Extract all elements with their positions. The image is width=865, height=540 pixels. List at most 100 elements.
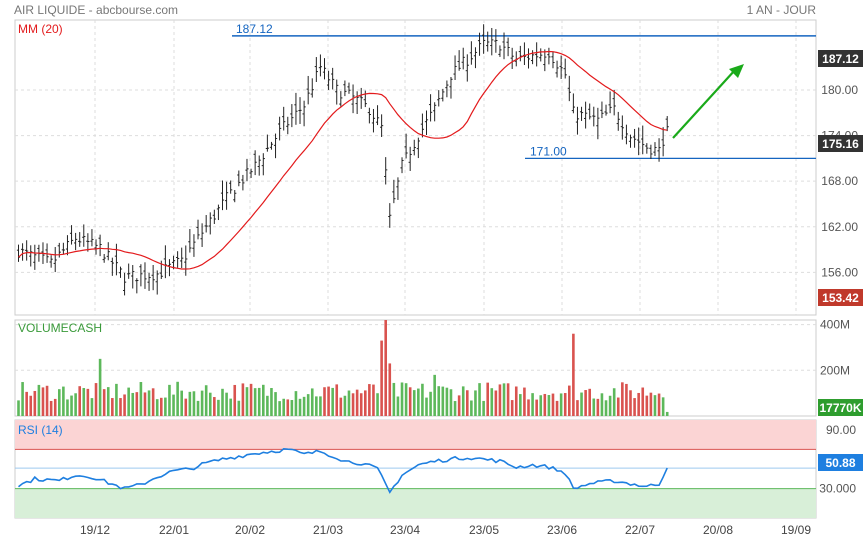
volume-bar	[225, 392, 228, 416]
ohlc-bar	[69, 225, 74, 245]
ohlc-bar	[86, 233, 90, 252]
svg-text:175.16: 175.16	[822, 137, 859, 151]
ohlc-bar	[278, 116, 282, 141]
ohlc-bar	[567, 75, 571, 102]
ohlc-bar	[551, 51, 555, 69]
volume-bar	[359, 393, 363, 416]
ohlc-bar	[347, 82, 351, 94]
volume-bar	[241, 383, 245, 416]
ohlc-bar	[229, 180, 233, 194]
chart-title: AIR LIQUIDE - abcbourse.com	[14, 3, 178, 17]
volume-bar	[127, 387, 130, 416]
ohlc-bar	[176, 251, 180, 268]
volume-bar	[217, 399, 220, 416]
ohlc-bar	[363, 90, 367, 108]
ohlc-bar	[33, 244, 37, 270]
ohlc-bar	[424, 110, 429, 135]
ohlc-bar	[249, 168, 253, 178]
volume-bar	[665, 411, 669, 416]
volume-bar	[388, 363, 392, 416]
volume-panel: 200M 400M	[14, 318, 850, 417]
ohlc-bar	[608, 91, 612, 114]
ohlc-bar	[437, 90, 441, 107]
volume-bar	[53, 398, 57, 416]
ohlc-bar	[294, 92, 298, 125]
svg-text:187.12: 187.12	[822, 52, 859, 66]
volume-bar	[347, 390, 351, 416]
ohlc-bar	[261, 153, 265, 176]
ohlc-bar	[400, 157, 404, 174]
volume-bar	[204, 385, 208, 416]
volume-bar	[41, 387, 45, 416]
volume-bar	[519, 394, 522, 416]
volume-bar	[384, 320, 387, 416]
ohlc-bar	[477, 32, 482, 56]
volume-bar	[649, 392, 653, 416]
volume-bar	[543, 393, 547, 416]
ohlc-bar	[367, 107, 371, 124]
volume-bar	[588, 388, 591, 416]
ohlc-bar	[82, 224, 86, 247]
x-tick-label: 23/04	[390, 523, 420, 537]
ohlc-bar	[220, 180, 225, 211]
volume-bar	[294, 391, 298, 416]
ohlc-bar	[253, 150, 257, 176]
volume-bar	[653, 395, 657, 416]
x-axis: 19/12 22/01 20/02 21/03 23/04 23/05 23/06 22/07…	[80, 523, 811, 537]
volume-bar	[184, 398, 188, 416]
volume-bar	[45, 385, 49, 416]
volume-bar	[155, 399, 159, 416]
ohlc-bar	[188, 229, 192, 253]
ohlc-bar	[588, 103, 592, 120]
ohlc-bar	[94, 239, 98, 255]
ohlc-bar	[465, 54, 469, 82]
volume-bar	[123, 394, 126, 416]
volume-bar	[510, 400, 514, 416]
volume-bar	[376, 393, 379, 416]
volume-bar	[433, 374, 436, 416]
volume-bar	[176, 381, 179, 416]
ohlc-bar	[78, 232, 82, 247]
ohlc-bar	[380, 114, 384, 138]
ohlc-bar	[326, 70, 331, 90]
volume-bar	[70, 395, 73, 416]
rsi-tick-label: 90.00	[826, 423, 856, 437]
volume-bar	[514, 386, 518, 416]
ohlc-bar	[510, 47, 514, 69]
ohlc-bar	[110, 257, 114, 276]
ohlc-bar	[388, 203, 392, 228]
ohlc-bar	[596, 107, 600, 140]
x-tick-label: 22/01	[159, 523, 189, 537]
price-plot-area	[14, 19, 817, 316]
ohlc-bar	[449, 76, 453, 99]
ohlc-bar	[245, 158, 249, 182]
volume-bar	[392, 382, 396, 416]
volume-bar	[380, 340, 383, 416]
volume-bar	[160, 397, 163, 416]
ohlc-bar	[645, 143, 649, 154]
volume-bar	[412, 390, 416, 416]
ohlc-bar	[90, 229, 94, 247]
volume-bar	[461, 386, 465, 416]
price-panel: 156.00162.00168.00174.00180.00187.12171.…	[14, 19, 858, 518]
ohlc-bar	[653, 142, 657, 157]
volume-bar	[335, 384, 339, 416]
ohlc-bar	[49, 255, 53, 268]
svg-text:50.88: 50.88	[825, 456, 855, 470]
ohlc-bar	[257, 155, 261, 176]
ohlc-bar	[131, 265, 135, 289]
trend-arrow-head	[729, 64, 744, 78]
ohlc-bar	[143, 262, 147, 289]
volume-bar	[135, 392, 139, 416]
volume-bar	[441, 386, 445, 416]
current-price-tag: 175.16	[818, 135, 863, 152]
volume-bar	[62, 386, 65, 416]
volume-bar	[286, 399, 290, 416]
volume-bar	[355, 389, 359, 416]
svg-text:153.42: 153.42	[822, 291, 859, 305]
ohlc-bar	[331, 67, 335, 90]
ohlc-bar	[310, 78, 314, 98]
ohlc-bar	[118, 266, 123, 278]
ohlc-bar	[482, 24, 486, 54]
volume-bar	[257, 387, 261, 416]
